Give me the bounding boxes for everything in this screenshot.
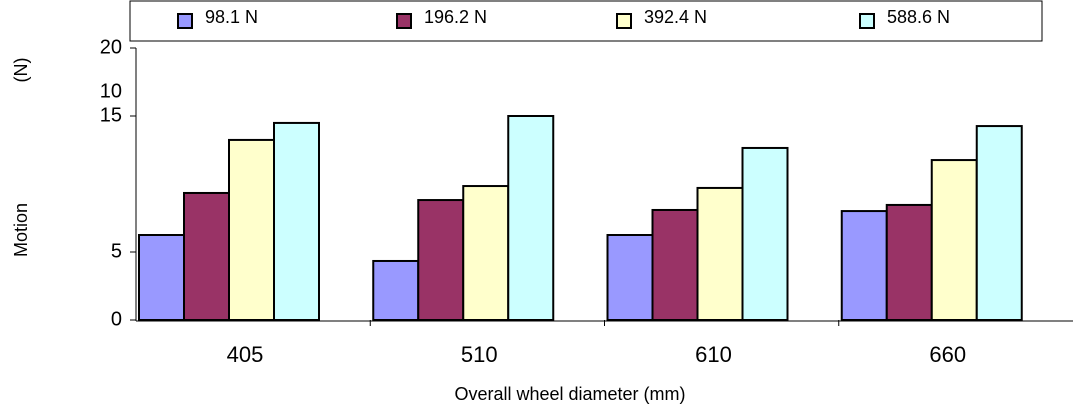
y-tick-label: 15 bbox=[100, 104, 122, 126]
bar bbox=[741, 146, 789, 321]
bar bbox=[273, 121, 320, 321]
x-tick-label: 405 bbox=[227, 342, 264, 367]
legend-swatch bbox=[616, 13, 632, 29]
x-tick-label: 510 bbox=[461, 342, 498, 367]
bar bbox=[975, 125, 1023, 322]
legend-label: 196.2 N bbox=[424, 7, 487, 27]
y-tick-label: 20 bbox=[100, 36, 122, 58]
bar bbox=[228, 138, 275, 321]
y-axis-label: Motion bbox=[11, 203, 31, 257]
bar bbox=[930, 159, 978, 321]
legend-label: 392.4 N bbox=[644, 7, 707, 27]
bar bbox=[885, 203, 933, 321]
x-tick-label: 660 bbox=[929, 342, 966, 367]
bar bbox=[462, 185, 510, 321]
legend-swatch bbox=[859, 13, 875, 29]
y-unit: (N) bbox=[11, 58, 31, 83]
bar bbox=[651, 208, 699, 321]
bar bbox=[138, 234, 185, 321]
bar bbox=[840, 210, 888, 321]
x-axis-label: Overall wheel diameter (mm) bbox=[454, 384, 685, 404]
x-tick-label: 610 bbox=[695, 342, 732, 367]
y-tick-label: 5 bbox=[111, 240, 122, 262]
bar bbox=[696, 186, 744, 321]
bar bbox=[372, 259, 420, 322]
bar bbox=[606, 234, 654, 321]
bar bbox=[417, 199, 465, 322]
legend-label: 588.6 N bbox=[887, 7, 950, 27]
y-tick-label: 0 bbox=[111, 308, 122, 330]
y-extra-label: 10 bbox=[100, 80, 122, 102]
legend-label: 98.1 N bbox=[205, 7, 258, 27]
bar bbox=[507, 115, 555, 321]
legend-swatch bbox=[177, 13, 193, 29]
bar bbox=[183, 191, 230, 321]
legend-box bbox=[129, 0, 1043, 42]
legend-swatch bbox=[396, 13, 412, 29]
